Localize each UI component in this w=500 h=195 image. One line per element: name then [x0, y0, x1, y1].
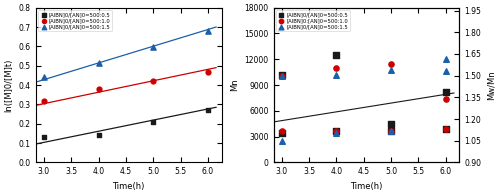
[AIBN]0/[AN]0=500:0.5 — [278, 73, 286, 76]
[AIBN]0:[AN]0=500:1.0 — [442, 97, 450, 100]
Point — [442, 128, 450, 131]
[AIBN]0/[AN]0=500:0.5 — [94, 134, 102, 137]
[AIBN]0:[AN]0=500:1.0 — [278, 75, 286, 78]
Point — [332, 129, 340, 132]
[AIBN]0/[AN]0=500:1.5 — [278, 75, 286, 78]
X-axis label: Time(h): Time(h) — [350, 182, 382, 191]
[AIBN]0/[AN]0=500:1.0 — [204, 70, 212, 73]
[AIBN]0/[AN]0=500:0.5 — [149, 120, 157, 123]
[AIBN]0:[AN]0=500:1.0 — [332, 66, 340, 69]
[AIBN]0/[AN]0=500:1.5 — [442, 58, 450, 61]
Y-axis label: Mw/Mn: Mw/Mn — [487, 70, 496, 100]
Point — [332, 129, 340, 132]
X-axis label: Time(h): Time(h) — [112, 182, 145, 191]
Point — [442, 128, 450, 131]
[AIBN]0/[AN]0=500:1.0 — [149, 80, 157, 83]
[AIBN]0/[AN]0=500:0.5 — [332, 53, 340, 57]
[AIBN]0/[AN]0=500:1.0 — [94, 87, 102, 90]
Point — [332, 132, 340, 135]
[AIBN]0/[AN]0=500:1.5 — [332, 73, 340, 76]
Point — [442, 70, 450, 73]
[AIBN]0/[AN]0=500:1.5 — [94, 61, 102, 64]
Point — [278, 139, 286, 142]
Point — [387, 129, 395, 132]
[AIBN]0/[AN]0=500:1.5 — [149, 46, 157, 49]
Point — [387, 129, 395, 132]
[AIBN]0/[AN]0=500:1.5 — [387, 68, 395, 71]
[AIBN]0/[AN]0=500:0.5 — [40, 136, 48, 139]
Point — [387, 129, 395, 132]
[AIBN]0:[AN]0=500:1.0 — [387, 62, 395, 65]
[AIBN]0/[AN]0=500:1.5 — [204, 29, 212, 32]
Legend: [AIBN]0/[AN]0=500:0.5, [AIBN]0:[AN]0=500:1.0, [AIBN]0/[AN]0=500:1.5: [AIBN]0/[AN]0=500:0.5, [AIBN]0:[AN]0=500… — [276, 10, 350, 31]
Y-axis label: ln([M]0/[M]t): ln([M]0/[M]t) — [4, 58, 13, 112]
Y-axis label: Mn: Mn — [230, 79, 239, 91]
[AIBN]0/[AN]0=500:1.5 — [40, 76, 48, 79]
[AIBN]0/[AN]0=500:0.5 — [442, 90, 450, 93]
[AIBN]0/[AN]0=500:0.5 — [204, 109, 212, 112]
[AIBN]0/[AN]0=500:1.0 — [40, 99, 48, 102]
[AIBN]0/[AN]0=500:0.5 — [387, 122, 395, 125]
Legend: [AIBN]0/[AN]0=500:0.5, [AIBN]0/[AN]0=500:1.0, [AIBN]0/[AN]0=500:1.5: [AIBN]0/[AN]0=500:0.5, [AIBN]0/[AN]0=500… — [38, 10, 112, 31]
Point — [278, 129, 286, 132]
Point — [278, 132, 286, 135]
